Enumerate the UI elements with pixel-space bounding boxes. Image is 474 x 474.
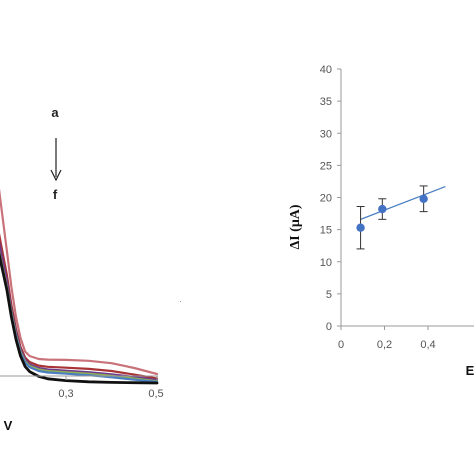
right-y-tick-label: 0 bbox=[326, 321, 332, 333]
voltammogram-series-line bbox=[0, 251, 159, 385]
stray-mark: · bbox=[179, 296, 182, 306]
right-y-ticks: 0 5 10 15 20 25 30 35 40 bbox=[320, 64, 341, 333]
voltammogram-series-line bbox=[0, 188, 159, 376]
left-voltammogram-panel: 0,3 0,5 V a f bbox=[0, 105, 164, 433]
right-x-axis-label: E bbox=[466, 363, 474, 378]
right-y-tick-label: 35 bbox=[320, 96, 332, 108]
right-y-tick-label: 20 bbox=[320, 193, 332, 205]
right-x-tick-label: 0,4 bbox=[420, 339, 435, 351]
right-x-ticks: 0 0,2 0,4 bbox=[338, 326, 436, 351]
data-point bbox=[378, 204, 387, 214]
data-point bbox=[419, 194, 428, 203]
right-y-tick-label: 15 bbox=[320, 225, 332, 237]
curve-end-label: f bbox=[53, 187, 58, 202]
right-y-axis-label: ΔI (μA) bbox=[288, 204, 303, 249]
trend-arrow-head bbox=[50, 169, 62, 182]
voltammogram-curves bbox=[0, 188, 159, 385]
curve-start-label: a bbox=[51, 105, 59, 120]
right-x-tick-label: 0,2 bbox=[377, 339, 392, 351]
right-x-tick-label: 0 bbox=[338, 339, 344, 351]
right-calibration-panel: 0 5 10 15 20 25 30 35 40 0 0,2 0,4 ΔI (μA) E bbox=[288, 64, 474, 378]
voltammogram-series-line bbox=[0, 254, 159, 383]
right-y-tick-label: 40 bbox=[320, 64, 332, 76]
left-x-axis-label: V bbox=[4, 418, 13, 433]
right-data-marks bbox=[356, 185, 446, 250]
trendline bbox=[360, 185, 446, 220]
left-x-tick-label: 0,5 bbox=[148, 388, 163, 400]
right-y-tick-label: 25 bbox=[320, 160, 332, 172]
right-y-tick-label: 5 bbox=[326, 289, 332, 301]
data-point bbox=[356, 223, 365, 232]
left-x-tick-label: 0,3 bbox=[58, 388, 73, 400]
right-y-tick-label: 10 bbox=[320, 257, 332, 269]
right-y-tick-label: 30 bbox=[320, 128, 332, 140]
